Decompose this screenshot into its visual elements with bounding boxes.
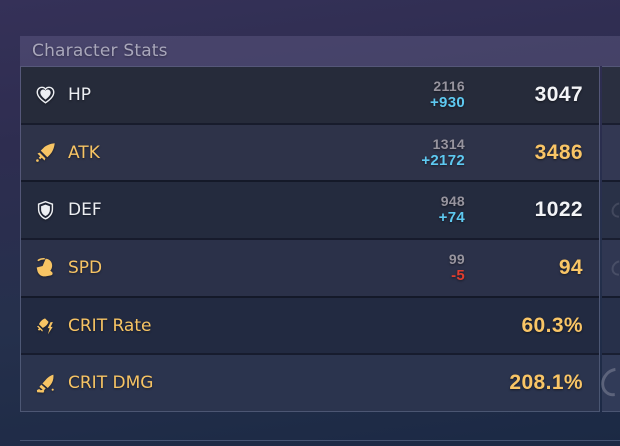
stat-total-value: 3047 [534,82,583,106]
stat-total-value: 60.3% [521,313,583,337]
stat-label: DEF [68,200,102,221]
stat-base-value: 1314 [432,135,465,152]
stat-row-def: DEF 948 +74 1022 [21,180,599,239]
stat-label: SPD [68,257,103,278]
panel-header: Character Stats [20,36,620,66]
stat-total-value: 3486 [534,140,583,164]
stat-total-value: 94 [558,255,583,279]
heart-icon [33,83,57,107]
shield-icon [33,198,57,222]
stat-bonus-value: +930 [430,93,465,111]
stat-base-value: 948 [440,193,465,210]
stat-base-value: 99 [448,250,465,267]
stat-total-value: 1022 [534,198,583,222]
stat-bonus-value: -5 [451,266,465,284]
stats-columns: HP 2116 +930 3047 ATK 1314 [20,66,620,412]
stat-label: HP [68,84,92,105]
stat-label: ATK [68,142,100,163]
stat-row-crit-rate: CRIT Rate 60.3% [21,295,599,354]
sliver-row [602,295,620,354]
panel-title: Character Stats [32,41,168,61]
sliver-row [602,180,620,239]
stat-breakdown: 1314 +2172 [421,135,465,169]
boot-icon [33,256,57,280]
partial-icon [608,199,620,221]
crit-dmg-icon [33,371,57,395]
sliver-row [602,122,620,181]
stat-breakdown: 948 +74 [438,193,465,227]
character-stats-panel: Character Stats HP 2116 +930 3047 [20,36,620,412]
stat-label: CRIT DMG [68,373,154,394]
stat-base-value: 2116 [433,77,465,94]
sliver-row [595,353,620,412]
crit-rate-icon [33,314,57,338]
stat-row-crit-dmg: CRIT DMG 208.1% [21,353,599,412]
adjacent-panel-sliver [595,66,620,412]
stat-total-value: 208.1% [509,371,583,395]
sliver-row [602,67,620,123]
section-divider [20,440,620,441]
stat-bonus-value: +74 [438,209,465,227]
stat-label: CRIT Rate [68,315,152,336]
stats-table: HP 2116 +930 3047 ATK 1314 [20,66,600,412]
partial-icon [608,257,620,279]
sliver-row [602,238,620,296]
sword-icon [33,141,57,165]
stat-row-atk: ATK 1314 +2172 3486 [21,122,599,181]
stat-row-spd: SPD 99 -5 94 [21,238,599,296]
stat-breakdown: 2116 +930 [430,77,465,111]
stat-row-hp: HP 2116 +930 3047 [21,67,599,123]
stat-bonus-value: +2172 [421,151,465,169]
stat-breakdown: 99 -5 [448,250,465,284]
